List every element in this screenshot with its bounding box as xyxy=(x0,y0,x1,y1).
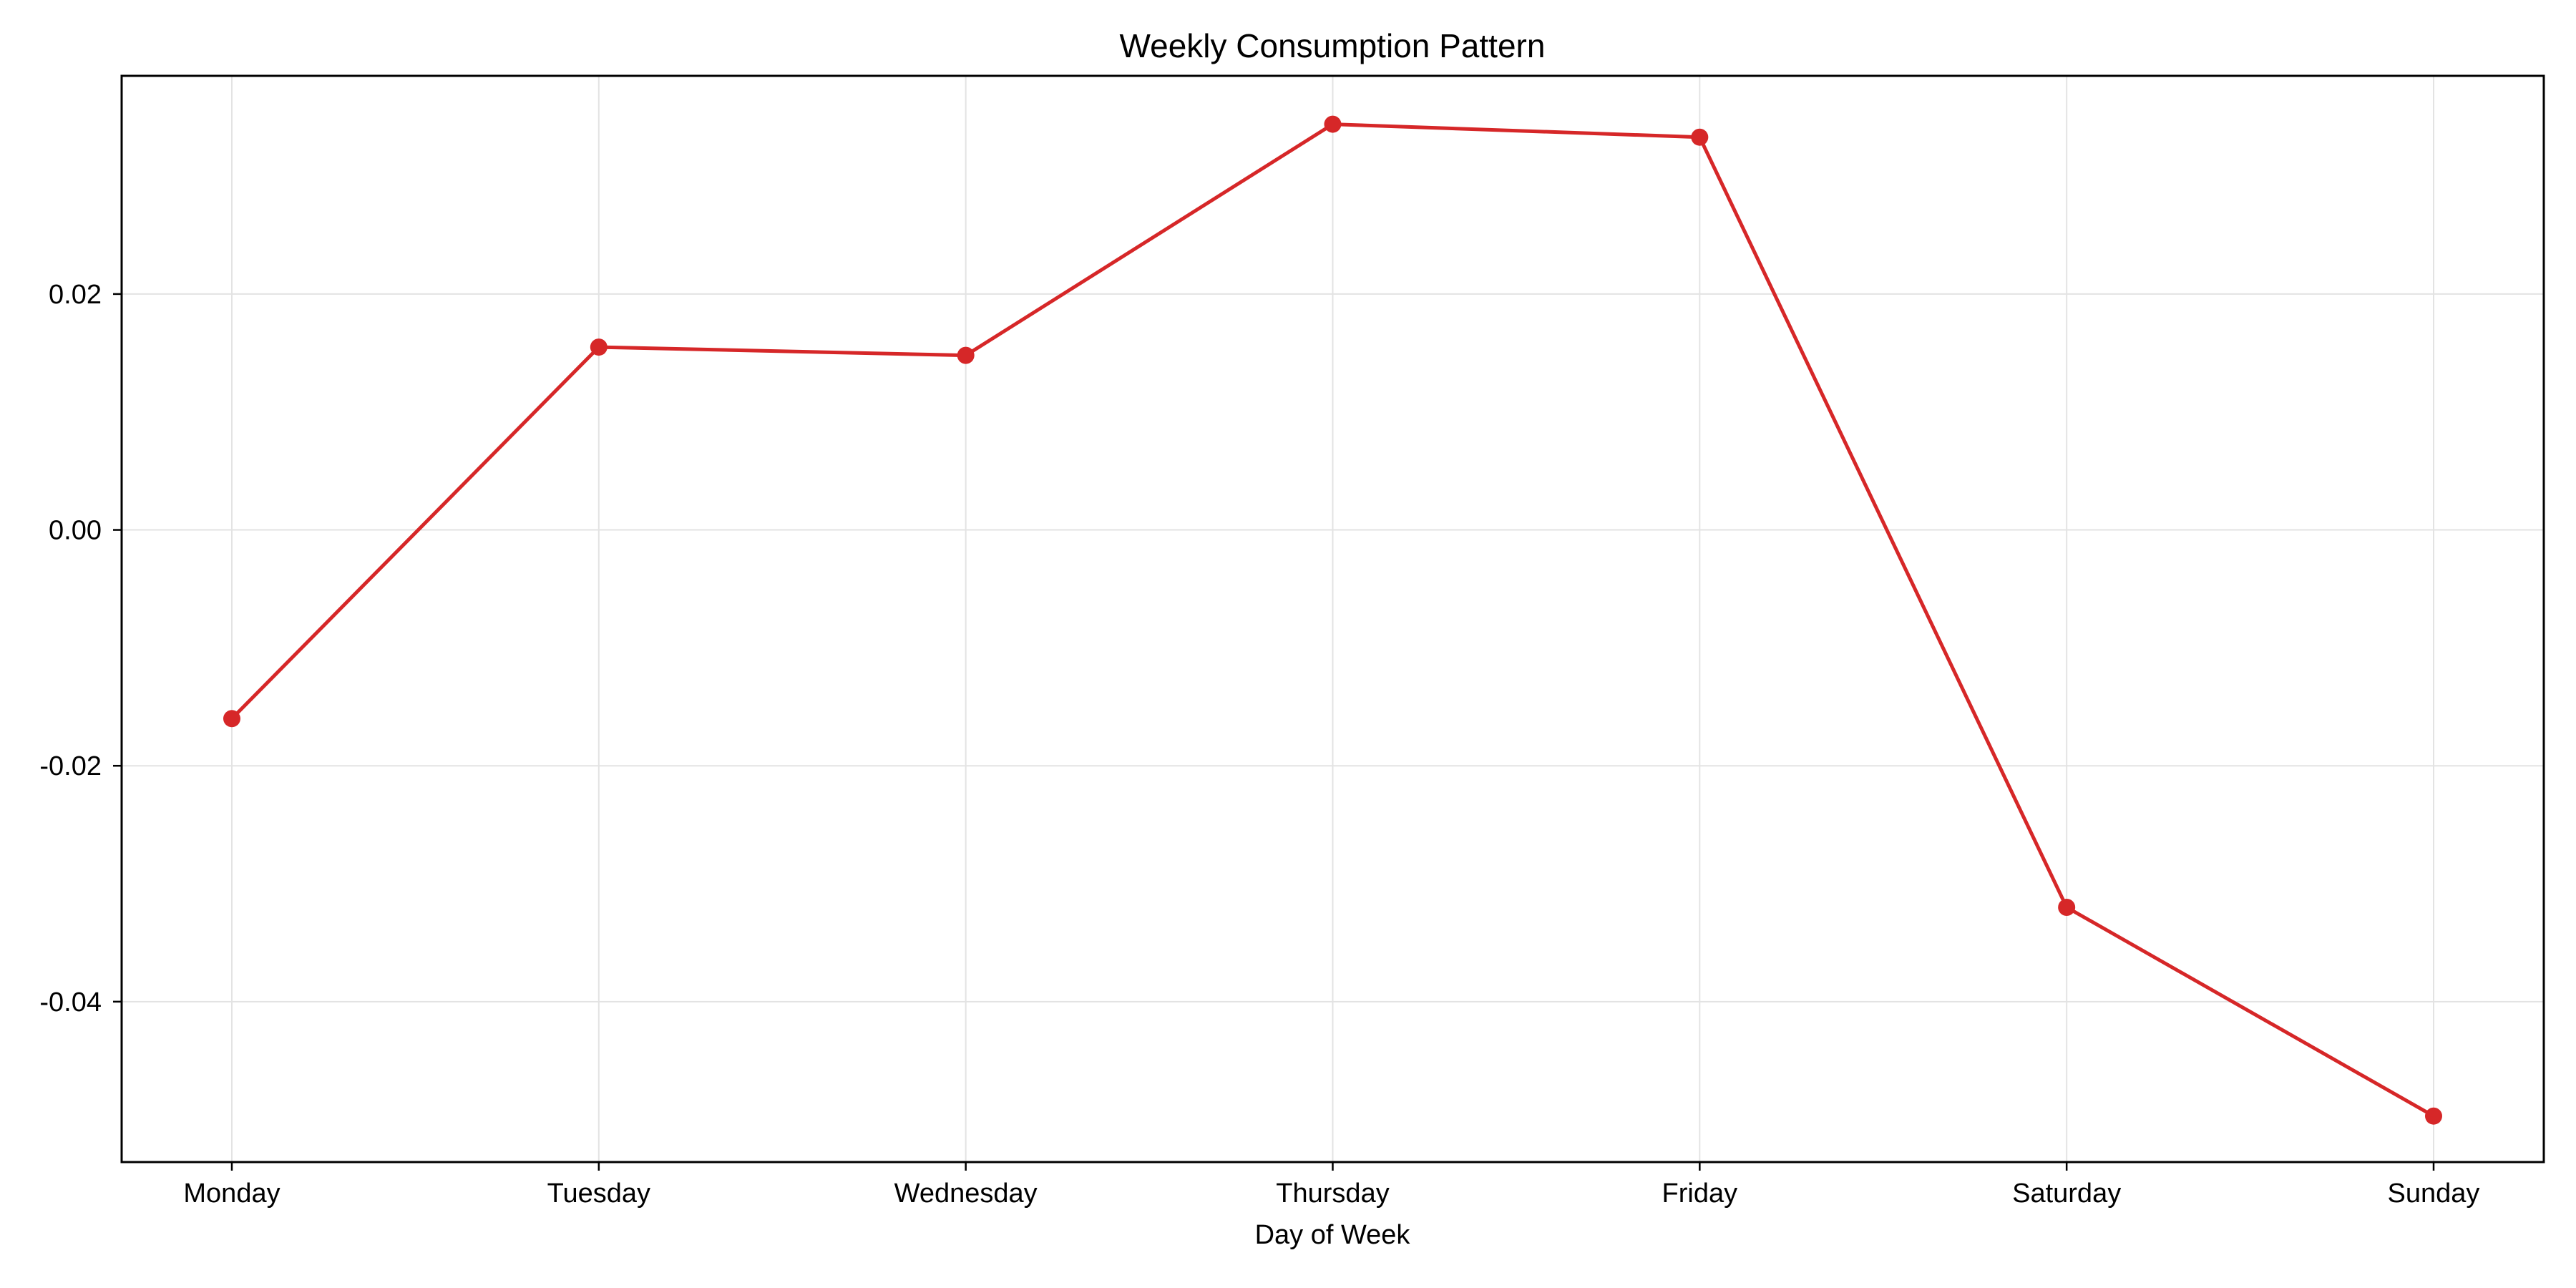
y-tick-label: 0.00 xyxy=(49,516,102,546)
series-layer xyxy=(223,115,2442,1125)
x-axis-title: Day of Week xyxy=(1255,1220,1411,1250)
data-point xyxy=(590,338,608,356)
grid-layer xyxy=(122,76,2544,1162)
y-tick-label: 0.02 xyxy=(49,280,102,310)
chart-title: Weekly Consumption Pattern xyxy=(1120,27,1546,64)
x-tick-label: Tuesday xyxy=(547,1179,650,1209)
tick-layer: Monday Tuesday Wednesday Thursday Friday Satu… xyxy=(39,280,2479,1209)
x-tick-label: Sunday xyxy=(2388,1179,2480,1209)
x-tick-label: Thursday xyxy=(1276,1179,1389,1209)
data-point xyxy=(2425,1107,2442,1125)
x-tick-label: Saturday xyxy=(2012,1179,2121,1209)
data-point xyxy=(223,710,240,728)
y-tick-label: -0.04 xyxy=(39,987,102,1018)
x-tick-label: Wednesday xyxy=(894,1179,1038,1209)
data-point xyxy=(957,346,975,364)
data-point xyxy=(1324,115,1342,133)
x-tick-label: Friday xyxy=(1662,1179,1738,1209)
x-tick-label: Monday xyxy=(183,1179,280,1209)
data-point xyxy=(2058,898,2076,916)
data-point xyxy=(1691,128,1709,146)
y-tick-label: -0.02 xyxy=(39,751,102,781)
